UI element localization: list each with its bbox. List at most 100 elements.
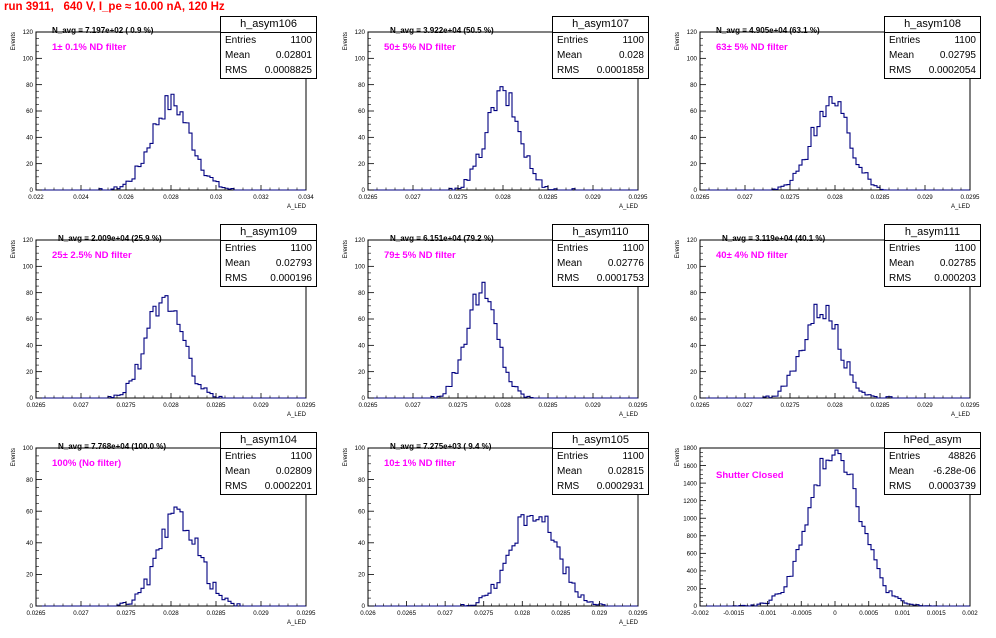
x-axis-label: A_LED bbox=[287, 204, 307, 210]
x-tick-label: 0.001 bbox=[895, 610, 911, 617]
stats-label: RMS bbox=[225, 65, 248, 76]
stats-row-entries: Entries 1100 bbox=[221, 449, 316, 464]
y-tick-label: 100 bbox=[355, 56, 366, 63]
x-tick-label: 0.024 bbox=[73, 194, 89, 201]
filter-note: 1± 0.1% ND filter bbox=[52, 42, 127, 53]
y-tick-label: 100 bbox=[687, 56, 698, 63]
x-tick-label: 0.0265 bbox=[27, 402, 46, 409]
stats-label: RMS bbox=[225, 273, 248, 284]
stats-value: 0.02793 bbox=[275, 258, 312, 269]
x-tick-label: -0.002 bbox=[691, 610, 709, 617]
x-tick-label: 0.0285 bbox=[539, 402, 558, 409]
y-tick-label: 100 bbox=[23, 445, 34, 452]
histogram-panel-h_asym104: 0.0265 0.027 0.0275 0.028 0.0285 0.029 0.0295 0… bbox=[0, 430, 330, 638]
x-tick-label: 0.0285 bbox=[207, 402, 226, 409]
stats-value: 0.0001753 bbox=[596, 273, 644, 284]
y-tick-label: 600 bbox=[687, 551, 698, 558]
histogram-name: h_asym111 bbox=[885, 225, 980, 241]
stats-row-mean: Mean -6.28e-06 bbox=[885, 464, 980, 479]
y-tick-label: 20 bbox=[690, 369, 697, 376]
stats-value: 0.0002054 bbox=[928, 65, 976, 76]
y-tick-label: 40 bbox=[690, 343, 697, 350]
y-tick-label: 0 bbox=[362, 187, 366, 194]
x-axis-label: A_LED bbox=[951, 412, 971, 418]
stats-box: h_asym109 Entries 1100 Mean 0.02793 RMS 0.0001… bbox=[220, 224, 317, 287]
y-tick-label: 1000 bbox=[683, 515, 697, 522]
y-tick-label: 80 bbox=[358, 477, 365, 484]
y-axis-label: Events bbox=[675, 448, 681, 466]
stats-label: RMS bbox=[889, 481, 912, 492]
stats-value: 0.02801 bbox=[275, 50, 312, 61]
x-tick-label: 0.027 bbox=[437, 610, 453, 617]
stats-row-entries: Entries 1100 bbox=[885, 241, 980, 256]
stats-box: h_asym107 Entries 1100 Mean 0.028 RMS 0.000185… bbox=[552, 16, 649, 79]
y-tick-label: 60 bbox=[26, 108, 33, 115]
stats-row-mean: Mean 0.02809 bbox=[221, 464, 316, 479]
histogram-panel-hPed_asym: -0.002 -0.0015 -0.001 -0.0005 0 0.0005 0.001 0.… bbox=[664, 430, 994, 638]
stats-value: 0.028 bbox=[618, 50, 644, 61]
y-tick-label: 20 bbox=[26, 161, 33, 168]
histogram-line bbox=[36, 506, 306, 607]
histogram-panel-h_asym106: 0.022 0.024 0.026 0.028 0.03 0.032 0.034 0 20 40 6… bbox=[0, 14, 330, 222]
x-tick-label: 0.0295 bbox=[297, 402, 316, 409]
stats-label: Entries bbox=[889, 243, 921, 254]
y-tick-label: 60 bbox=[358, 316, 365, 323]
stats-row-rms: RMS 0.000196 bbox=[221, 271, 316, 286]
stats-box: h_asym106 Entries 1100 Mean 0.02801 RMS 0.0008… bbox=[220, 16, 317, 79]
stats-value: 0.000196 bbox=[270, 273, 312, 284]
stats-label: RMS bbox=[557, 65, 580, 76]
y-tick-label: 20 bbox=[26, 369, 33, 376]
stats-row-rms: RMS 0.000203 bbox=[885, 271, 980, 286]
x-tick-label: 0.03 bbox=[210, 194, 223, 201]
y-tick-label: 60 bbox=[26, 316, 33, 323]
stats-box: h_asym111 Entries 1100 Mean 0.02785 RMS 0.0002… bbox=[884, 224, 981, 287]
x-axis-label: A_LED bbox=[619, 204, 639, 210]
y-tick-label: 40 bbox=[358, 540, 365, 547]
stats-label: Mean bbox=[889, 258, 915, 269]
x-axis-label: A_LED bbox=[619, 412, 639, 418]
n-avg-label: N_avg = 3.119e+04 (40.1 %) bbox=[722, 234, 826, 243]
x-tick-label: 0.0005 bbox=[859, 610, 878, 617]
y-tick-label: 100 bbox=[23, 56, 34, 63]
stats-value: 0.02776 bbox=[607, 258, 644, 269]
x-tick-label: 0.0265 bbox=[691, 194, 710, 201]
x-tick-label: 0.028 bbox=[163, 194, 179, 201]
y-tick-label: 40 bbox=[26, 540, 33, 547]
x-tick-label: 0.027 bbox=[737, 194, 753, 201]
y-tick-label: 0 bbox=[362, 603, 366, 610]
y-tick-label: 120 bbox=[23, 29, 34, 36]
stats-box: h_asym110 Entries 1100 Mean 0.02776 RMS 0.0001… bbox=[552, 224, 649, 287]
y-tick-label: 1600 bbox=[683, 463, 697, 470]
histogram-svg: 0.0265 0.027 0.0275 0.028 0.0285 0.029 0.0295 0… bbox=[675, 29, 980, 210]
x-tick-label: 0.0265 bbox=[359, 194, 378, 201]
x-tick-label: 0.028 bbox=[827, 402, 843, 409]
histogram-svg: 0.0265 0.027 0.0275 0.028 0.0285 0.029 0.0295 0… bbox=[675, 237, 980, 418]
y-tick-label: 80 bbox=[358, 82, 365, 89]
stats-row-entries: Entries 1100 bbox=[553, 241, 648, 256]
histogram-line bbox=[700, 96, 970, 191]
stats-row-rms: RMS 0.0002931 bbox=[553, 479, 648, 494]
y-tick-label: 100 bbox=[355, 264, 366, 271]
stats-value: 0.02815 bbox=[607, 466, 644, 477]
x-tick-label: 0.028 bbox=[827, 194, 843, 201]
x-tick-label: 0.029 bbox=[917, 402, 933, 409]
stats-value: 1100 bbox=[290, 35, 312, 46]
x-tick-label: 0.0265 bbox=[691, 402, 710, 409]
histogram-line bbox=[368, 86, 638, 191]
histogram-panel-h_asym105: 0.026 0.0265 0.027 0.0275 0.028 0.0285 0.029 0.… bbox=[332, 430, 662, 638]
stats-label: Entries bbox=[889, 35, 921, 46]
stats-value: 48826 bbox=[948, 451, 976, 462]
stats-value: 1100 bbox=[290, 243, 312, 254]
y-tick-label: 80 bbox=[690, 290, 697, 297]
stats-value: 0.000203 bbox=[934, 273, 976, 284]
x-tick-label: 0.0295 bbox=[961, 194, 980, 201]
y-tick-label: 20 bbox=[358, 572, 365, 579]
y-tick-label: 100 bbox=[687, 264, 698, 271]
y-axis-label: Events bbox=[675, 32, 681, 50]
histogram-name: h_asym107 bbox=[553, 17, 648, 33]
stats-value: 1100 bbox=[954, 35, 976, 46]
y-tick-label: 40 bbox=[358, 135, 365, 142]
y-tick-label: 400 bbox=[687, 568, 698, 575]
x-tick-label: 0.029 bbox=[253, 402, 269, 409]
histogram-line bbox=[700, 449, 970, 607]
